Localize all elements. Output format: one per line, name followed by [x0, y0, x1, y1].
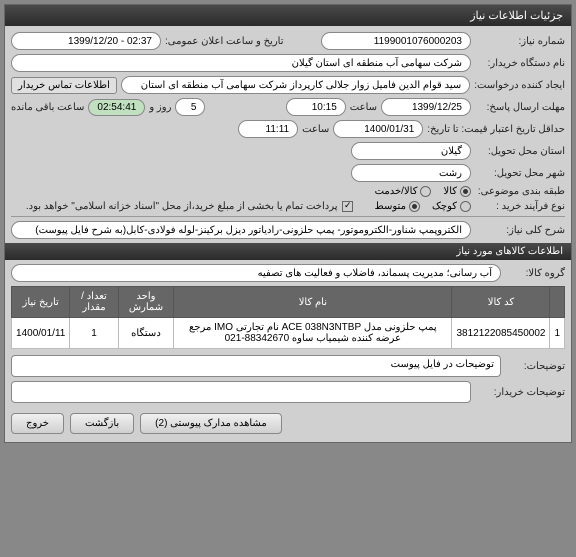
- radio-khadamat: [420, 186, 431, 197]
- note-pardakht: پرداخت تمام یا بخشی از مبلغ خرید،از محل …: [26, 201, 338, 212]
- label-saat2: ساعت: [302, 124, 329, 135]
- row-mohlat: مهلت ارسال پاسخ: 1399/12/25 ساعت 10:15 5…: [11, 98, 565, 116]
- field-tozihaat: توضیحات در فایل پیوست: [11, 355, 501, 377]
- button-row: مشاهده مدارک پیوستی (2) بازگشت خروج: [11, 407, 565, 436]
- radio-motevaset-label: متوسط: [375, 201, 406, 212]
- field-shahr: رشت: [351, 164, 471, 182]
- farayand-radios: کوچک متوسط: [375, 201, 471, 212]
- label-baghi: ساعت باقی مانده: [11, 102, 84, 113]
- label-shahr: شهر محل تحویل:: [475, 168, 565, 179]
- row-tozihaat: توضیحات: توضیحات در فایل پیوست: [11, 355, 565, 377]
- table-header: کد کالا: [452, 287, 550, 318]
- window-title: جزئیات اطلاعات نیاز: [470, 10, 563, 22]
- label-taghsim: طبقه بندی موضوعی:: [475, 186, 565, 197]
- table-header: واحد شمارش: [118, 287, 174, 318]
- main-window: جزئیات اطلاعات نیاز شماره نیاز: 11990010…: [4, 4, 572, 443]
- attachments-button[interactable]: مشاهده مدارک پیوستی (2): [140, 413, 282, 434]
- radio-kuchak: [460, 201, 471, 212]
- radio-khadamat-item[interactable]: کالا/خدمت: [375, 186, 432, 197]
- table-row[interactable]: 13812122085450002پمپ حلزونی مدل ACE 038N…: [12, 318, 565, 349]
- table-header: تعداد / مقدار: [70, 287, 118, 318]
- row-ostan: استان محل تحویل: گیلان: [11, 142, 565, 160]
- table-header: تاریخ نیاز: [12, 287, 70, 318]
- field-tozihaat-kharidar[interactable]: [11, 381, 471, 403]
- field-goroh: آب رسانی؛ مدیریت پسماند، فاضلاب و فعالیت…: [11, 264, 501, 282]
- row-sharh: شرح کلی نیاز: الکتروپمپ شناور-الکتروموتو…: [11, 221, 565, 239]
- contact-info-button[interactable]: اطلاعات تماس خریدار: [11, 77, 117, 94]
- field-mohlat-date: 1399/12/25: [381, 98, 471, 116]
- table-header: نام کالا: [174, 287, 452, 318]
- radio-kala-label: کالا: [443, 186, 457, 197]
- label-dastgah: نام دستگاه خریدار:: [475, 58, 565, 69]
- radio-kala-item[interactable]: کالا: [443, 186, 471, 197]
- label-saat1: ساعت: [350, 102, 377, 113]
- field-mohlat-time: 10:15: [286, 98, 346, 116]
- field-ostan: گیلان: [351, 142, 471, 160]
- row-taghsim: طبقه بندی موضوعی: کالا کالا/خدمت: [11, 186, 565, 197]
- field-ijad: سید قوام الدین فامیل زوار جلالی کارپرداز…: [121, 76, 470, 94]
- table-cell: دستگاه: [118, 318, 174, 349]
- row-shahr: شهر محل تحویل: رشت: [11, 164, 565, 182]
- radio-motevaset: [409, 201, 420, 212]
- label-shomare-niaz: شماره نیاز:: [475, 36, 565, 47]
- label-tozihaat-kharidar: توضیحات خریدار:: [475, 387, 565, 398]
- table-cell: 1: [70, 318, 118, 349]
- label-farayand: نوع فرآیند خرید :: [475, 201, 565, 212]
- label-rooz: روز و: [149, 102, 171, 113]
- checkbox-pardakht[interactable]: [342, 201, 353, 212]
- row-ijad: ایجاد کننده درخواست: سید قوام الدین فامی…: [11, 76, 565, 94]
- row-goroh: گروه کالا: آب رسانی؛ مدیریت پسماند، فاضل…: [11, 264, 565, 282]
- label-ijad: ایجاد کننده درخواست:: [474, 80, 565, 91]
- table-cell: 1: [550, 318, 565, 349]
- row-tozihaat-kharidar: توضیحات خریدار:: [11, 381, 565, 403]
- field-dastgah: شرکت سهامی آب منطقه ای استان گیلان: [11, 54, 471, 72]
- field-shomare-niaz: 1199001076000203: [321, 32, 471, 50]
- field-countdown-days: 5: [175, 98, 205, 116]
- radio-kala: [460, 186, 471, 197]
- table-header: [550, 287, 565, 318]
- radio-khadamat-label: کالا/خدمت: [375, 186, 418, 197]
- field-etbar-time: 11:11: [238, 120, 298, 138]
- row-shomare-niaz: شماره نیاز: 1199001076000203 تاریخ و ساع…: [11, 32, 565, 50]
- radio-kuchak-item[interactable]: کوچک: [432, 201, 471, 212]
- field-etbar-date: 1400/01/31: [333, 120, 423, 138]
- label-mohlat: مهلت ارسال پاسخ:: [475, 102, 565, 113]
- field-sharh: الکتروپمپ شناور-الکتروموتور- پمپ حلزونی-…: [11, 221, 471, 239]
- table-cell: 3812122085450002: [452, 318, 550, 349]
- countdown-time: 02:54:41: [88, 99, 145, 116]
- section-kala-header: اطلاعات کالاهای مورد نیاز: [5, 243, 571, 260]
- radio-motevaset-item[interactable]: متوسط: [375, 201, 420, 212]
- row-dastgah: نام دستگاه خریدار: شرکت سهامی آب منطقه ا…: [11, 54, 565, 72]
- label-sharh: شرح کلی نیاز:: [475, 225, 565, 236]
- table-cell: پمپ حلزونی مدل ACE 038N3NTBP نام تجارتی …: [174, 318, 452, 349]
- row-farayand: نوع فرآیند خرید : کوچک متوسط پرداخت تمام…: [11, 201, 565, 212]
- taghsim-radios: کالا کالا/خدمت: [375, 186, 471, 197]
- label-ostan: استان محل تحویل:: [475, 146, 565, 157]
- radio-kuchak-label: کوچک: [432, 201, 457, 212]
- label-etbar: حداقل تاریخ اعتبار قیمت: تا تاریخ:: [427, 124, 565, 135]
- label-tarikh-elan: تاریخ و ساعت اعلان عمومی:: [165, 36, 284, 47]
- content-area: شماره نیاز: 1199001076000203 تاریخ و ساع…: [5, 26, 571, 442]
- table-cell: 1400/01/11: [12, 318, 70, 349]
- kala-table: کد کالانام کالاواحد شمارشتعداد / مقدارتا…: [11, 286, 565, 349]
- row-etbar: حداقل تاریخ اعتبار قیمت: تا تاریخ: 1400/…: [11, 120, 565, 138]
- back-button[interactable]: بازگشت: [70, 413, 134, 434]
- label-tozihaat: توضیحات:: [505, 361, 565, 372]
- label-goroh: گروه کالا:: [505, 268, 565, 279]
- field-tarikh-elan: 02:37 - 1399/12/20: [11, 32, 161, 50]
- window-titlebar: جزئیات اطلاعات نیاز: [5, 5, 571, 26]
- exit-button[interactable]: خروج: [11, 413, 64, 434]
